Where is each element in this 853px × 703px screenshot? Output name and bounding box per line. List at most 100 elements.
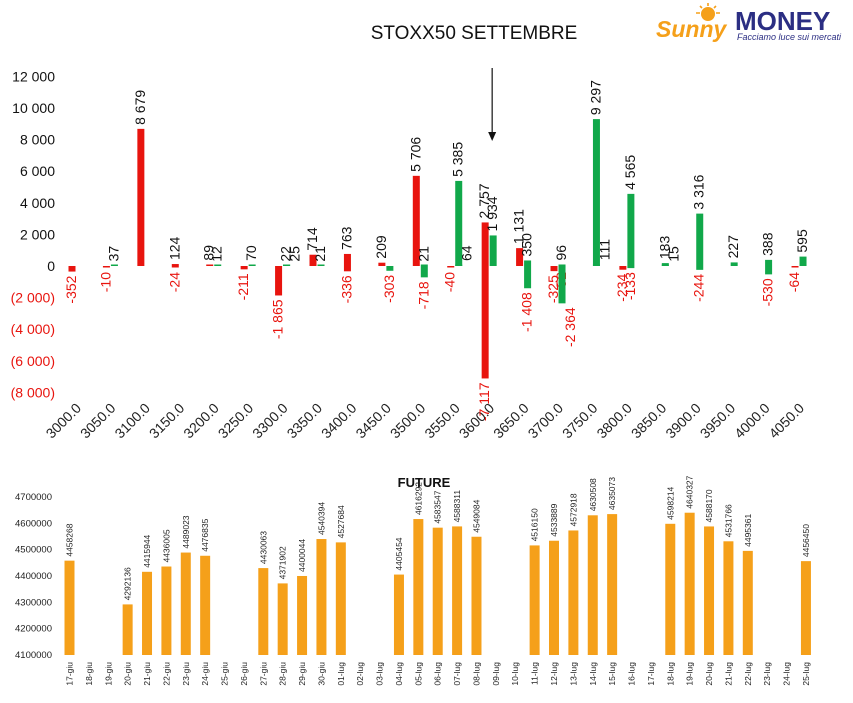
future-bar bbox=[549, 540, 559, 655]
future-data-label: 4588170 bbox=[704, 489, 714, 522]
future-bar bbox=[64, 560, 75, 655]
data-label: 25 bbox=[287, 246, 303, 262]
y-tick-label: 4600000 bbox=[15, 518, 52, 529]
bar-green bbox=[420, 264, 428, 266]
strike-chart: 12 000 10 000 8 000 6 000 4 000 2 000 0 (2 000)… bbox=[11, 68, 810, 441]
data-label: -303 bbox=[381, 275, 397, 303]
bar-red bbox=[378, 262, 386, 266]
y-tick-label: (4 000) bbox=[11, 321, 55, 337]
bar-red bbox=[619, 266, 627, 270]
data-label: -244 bbox=[691, 274, 707, 302]
bar-green bbox=[661, 264, 669, 266]
data-label: 70 bbox=[243, 245, 259, 261]
x-tick-label: 3950.0 bbox=[697, 400, 739, 442]
x-tick-label: 28-giu bbox=[278, 662, 288, 686]
y-tick-label: 4500000 bbox=[15, 545, 52, 556]
data-label: 37 bbox=[105, 246, 121, 262]
data-label: -325 bbox=[545, 275, 561, 303]
x-tick-label: 3850.0 bbox=[628, 400, 670, 442]
future-data-label: 4540394 bbox=[316, 502, 326, 535]
y-tick-label: (8 000) bbox=[11, 384, 55, 400]
y-tick-label: 4700000 bbox=[15, 492, 52, 503]
bar-red bbox=[275, 266, 283, 296]
bar-green bbox=[283, 264, 291, 266]
y-tick-label: (2 000) bbox=[11, 290, 55, 306]
data-label: 64 bbox=[459, 245, 475, 261]
y-tick-label: 2 000 bbox=[20, 226, 55, 242]
future-bar bbox=[704, 526, 715, 655]
future-bar bbox=[258, 568, 269, 655]
future-bar bbox=[200, 555, 211, 655]
data-label: 21 bbox=[415, 246, 431, 262]
y-tick-label: 10 000 bbox=[12, 100, 55, 116]
data-label: 1 934 bbox=[484, 196, 500, 231]
y-tick-label: 4300000 bbox=[15, 597, 52, 608]
bar-red bbox=[240, 266, 248, 270]
x-tick-label: 23-lug bbox=[762, 662, 772, 686]
x-tick-label: 09-lug bbox=[491, 662, 501, 686]
annotation-arrowhead bbox=[488, 132, 497, 141]
x-tick-label: 22-giu bbox=[161, 662, 171, 686]
future-bar bbox=[607, 514, 618, 655]
data-label: 209 bbox=[373, 235, 389, 259]
bar-green bbox=[765, 266, 773, 275]
data-label: 15 bbox=[665, 246, 681, 262]
bar-green bbox=[420, 266, 428, 278]
data-label: 12 bbox=[209, 246, 225, 262]
future-bar bbox=[452, 526, 463, 655]
bar-red bbox=[171, 264, 179, 266]
x-tick-label: 3450.0 bbox=[352, 400, 394, 442]
future-data-label: 4635073 bbox=[607, 477, 617, 510]
bar-green bbox=[558, 264, 566, 266]
future-data-label: 4588311 bbox=[452, 490, 462, 523]
data-label: 22 bbox=[278, 246, 294, 262]
data-label: 8 679 bbox=[132, 90, 148, 125]
data-label: -211 bbox=[235, 273, 251, 300]
bar-red bbox=[791, 266, 799, 268]
bar-green bbox=[696, 266, 704, 270]
future-data-label: 4516150 bbox=[530, 508, 540, 541]
y-tick-label: 4200000 bbox=[15, 624, 52, 635]
x-tick-label: 3750.0 bbox=[559, 400, 601, 442]
data-label: 4 565 bbox=[622, 155, 638, 190]
x-tick-label: 24-lug bbox=[782, 662, 792, 686]
future-bar bbox=[161, 566, 172, 655]
x-tick-label: 03-lug bbox=[375, 662, 385, 686]
x-tick-label: 19-lug bbox=[685, 662, 695, 686]
bar-green bbox=[214, 264, 222, 266]
chart-title: STOXX50 SETTEMBRE bbox=[371, 23, 578, 44]
sunny-money-logo: Sunny MONEY Facciamo luce sui mercati bbox=[656, 3, 842, 42]
future-data-label: 4430063 bbox=[258, 531, 268, 564]
bar-red bbox=[137, 128, 145, 266]
future-data-label: 4616292 bbox=[413, 482, 423, 515]
x-tick-label: 20-giu bbox=[123, 662, 133, 686]
bar-red bbox=[171, 266, 179, 268]
x-tick-label: 3500.0 bbox=[387, 400, 429, 442]
data-label: -1 408 bbox=[519, 292, 535, 332]
x-tick-label: 14-lug bbox=[588, 662, 598, 686]
bar-red bbox=[68, 266, 76, 272]
y-tick-label: 0 bbox=[47, 258, 55, 274]
future-data-label: 4531766 bbox=[723, 504, 733, 537]
future-data-label: 4415944 bbox=[142, 534, 152, 567]
x-tick-label: 3100.0 bbox=[111, 400, 153, 442]
future-data-label: 4476835 bbox=[200, 518, 210, 551]
logo-tagline: Facciamo luce sui mercati bbox=[737, 32, 842, 42]
bar-green bbox=[455, 180, 463, 266]
data-label: 9 297 bbox=[587, 80, 603, 115]
bar-green bbox=[696, 213, 704, 266]
x-tick-label: 27-giu bbox=[258, 662, 268, 686]
data-label: 388 bbox=[760, 232, 776, 256]
data-label: -718 bbox=[415, 281, 431, 309]
bar-green bbox=[558, 266, 566, 304]
future-data-label: 4436005 bbox=[161, 529, 171, 562]
data-label: -2 364 bbox=[562, 307, 578, 347]
future-data-label: 4458268 bbox=[65, 523, 75, 556]
x-tick-label: 18-lug bbox=[665, 662, 675, 686]
x-tick-label: 3700.0 bbox=[525, 400, 567, 442]
future-data-label: 4456450 bbox=[801, 524, 811, 557]
bar-red bbox=[447, 266, 455, 268]
x-tick-label: 16-lug bbox=[627, 662, 637, 686]
x-tick-label: 15-lug bbox=[607, 662, 617, 686]
bar-green bbox=[248, 264, 256, 266]
